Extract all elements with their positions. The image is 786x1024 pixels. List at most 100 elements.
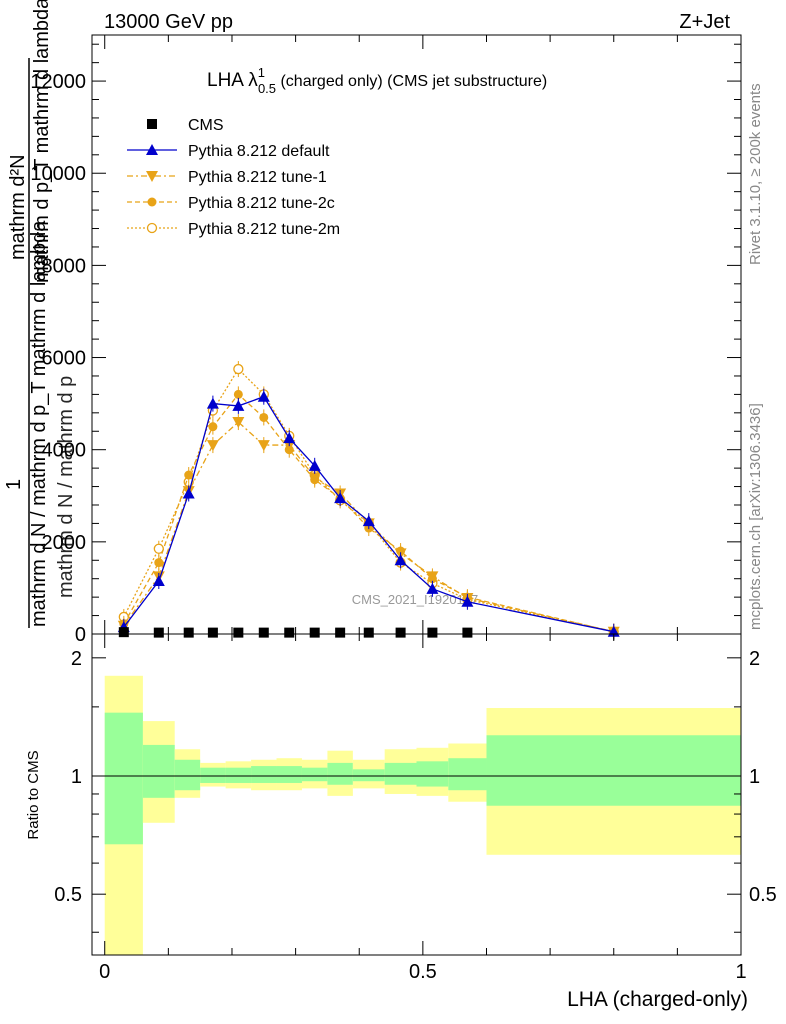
legend-entry-default: Pythia 8.212 default: [127, 143, 330, 160]
legend-marker-tune2c: [147, 197, 157, 207]
data-point-cms: [153, 627, 164, 638]
main-y-label: mathrm d²N mathrm d p_T mathrm d lambda …: [3, 0, 77, 628]
legend-entry-tune2m: Pythia 8.212 tune-2m: [127, 221, 340, 238]
x-tick-labels: 0 0.5 1: [99, 961, 746, 983]
data-point-tune2c: [259, 412, 269, 422]
main-y-tick-label: 6000: [42, 348, 87, 370]
data-point-default: [182, 487, 195, 499]
legend-marker-tune1: [146, 171, 158, 182]
data-point-default: [257, 390, 270, 402]
data-point-tune2c: [208, 422, 218, 432]
legend-entry-tune2c: Pythia 8.212 tune-2c: [127, 195, 335, 212]
series-layer: [117, 361, 620, 640]
data-point-tune2m: [233, 363, 244, 375]
main-title-rest: (charged only) (CMS jet substructure): [276, 73, 547, 90]
legend-label-default: Pythia 8.212 default: [188, 143, 330, 160]
ratio-y-tick-label-right: 1: [749, 766, 760, 788]
x-tick-label: 0.5: [409, 961, 437, 983]
header-right: Z+Jet: [679, 11, 730, 33]
y-label-fraction-inner: mathrm d N / mathrm d p: [55, 376, 77, 598]
data-point-tune2c: [233, 389, 243, 399]
legend-label-tune2c: Pythia 8.212 tune-2c: [188, 195, 335, 212]
data-point-cms: [233, 627, 244, 638]
series-line-tune2m: [123, 368, 614, 633]
data-point-cms: [258, 627, 269, 638]
ratio-band-inner: [104, 712, 143, 845]
data-point-cms: [395, 627, 406, 638]
x-tick-label: 0: [99, 961, 110, 983]
data-point-cms: [335, 627, 346, 638]
data-point-default: [334, 492, 347, 504]
ratio-band-inner: [251, 766, 277, 783]
data-point-default: [308, 459, 321, 471]
legend-entry-cms: CMS: [147, 117, 224, 134]
legend: CMS Pythia 8.212 default Pythia 8.212 tune…: [127, 117, 340, 238]
watermark: CMS_2021_I1920187: [352, 592, 479, 607]
main-y-tick-label: 4000: [42, 440, 87, 462]
data-point-tune1: [232, 417, 245, 429]
data-point-cms: [427, 627, 438, 638]
y-label-mid: mathrm d p_T mathrm d lambda: [31, 0, 53, 283]
data-point-default: [206, 397, 219, 409]
data-point-cms: [118, 627, 129, 638]
ratio-band-inner: [225, 767, 252, 783]
data-point-default: [362, 515, 375, 527]
data-point-default: [426, 582, 439, 594]
main-title-superscript: 1: [258, 65, 265, 80]
ratio-band-inner: [448, 758, 487, 791]
mcplots-label: mcplots.cern.ch [arXiv:1306.3436]: [747, 403, 764, 630]
series-line-default: [123, 395, 614, 633]
main-title-subscript: 0.5: [258, 81, 276, 96]
data-point-cms: [183, 627, 194, 638]
legend-entry-tune1: Pythia 8.212 tune-1: [127, 169, 327, 186]
ratio-y-tick-label: 0.5: [54, 884, 82, 906]
data-point-cms: [207, 627, 218, 638]
data-point-tune2m: [153, 543, 164, 554]
main-y-tick-label: 0: [75, 624, 86, 646]
series-default: [117, 388, 620, 640]
ratio-y-tick-label-right: 2: [749, 648, 760, 670]
rivet-label: Rivet 3.1.10, ≥ 200k events: [747, 83, 764, 265]
ratio-band-inner: [327, 762, 353, 785]
data-point-tune2c: [184, 470, 194, 480]
ratio-bands: [104, 675, 741, 955]
ratio-band-inner: [174, 759, 201, 791]
data-point-tune1: [308, 472, 321, 484]
ratio-y-label: Ratio to CMS: [25, 750, 42, 839]
legend-marker-default: [146, 144, 158, 155]
main-y-tick-label: 2000: [42, 532, 87, 554]
data-point-cms: [284, 627, 295, 638]
legend-label-tune1: Pythia 8.212 tune-1: [188, 169, 327, 186]
main-title-text: LHA λ: [207, 70, 258, 91]
legend-marker-tune2m: [146, 222, 158, 234]
series-line-tune2c: [123, 393, 614, 633]
y-label-top: mathrm d²N: [7, 154, 29, 260]
data-point-default: [283, 432, 296, 444]
data-point-cms: [309, 627, 320, 638]
series-cms: [118, 627, 473, 638]
data-point-cms: [462, 627, 473, 638]
data-point-default: [394, 554, 407, 566]
main-y-tick-label: 12000: [30, 71, 86, 93]
ratio-y-tick-labels: 0.5 0.5 1 1 2 2: [54, 648, 777, 906]
ratio-band-inner: [416, 761, 449, 787]
main-y-tick-label: 10000: [30, 163, 86, 185]
main-y-tick-labels: 0 2000 4000 6000 8000 10000 12000: [30, 71, 86, 646]
data-point-cms: [363, 627, 374, 638]
x-axis-label: LHA (charged-only): [567, 988, 748, 1011]
ratio-axis-ticks: [92, 634, 742, 955]
ratio-band-inner: [352, 769, 385, 782]
main-y-tick-label: 8000: [42, 255, 87, 277]
legend-label-cms: CMS: [188, 117, 224, 134]
ratio-band-inner: [301, 767, 328, 782]
main-title: LHA λ1 0.5 (charged only) (CMS jet substr…: [207, 65, 547, 96]
y-label-one: 1: [3, 479, 25, 490]
ratio-band-inner: [384, 762, 417, 785]
data-point-tune2c: [154, 558, 164, 568]
ratio-y-tick-label: 2: [71, 648, 82, 670]
ratio-band-inner: [200, 767, 226, 783]
ratio-band-inner: [486, 735, 741, 806]
ratio-band-inner: [142, 744, 175, 798]
ratio-band-inner: [276, 766, 302, 783]
